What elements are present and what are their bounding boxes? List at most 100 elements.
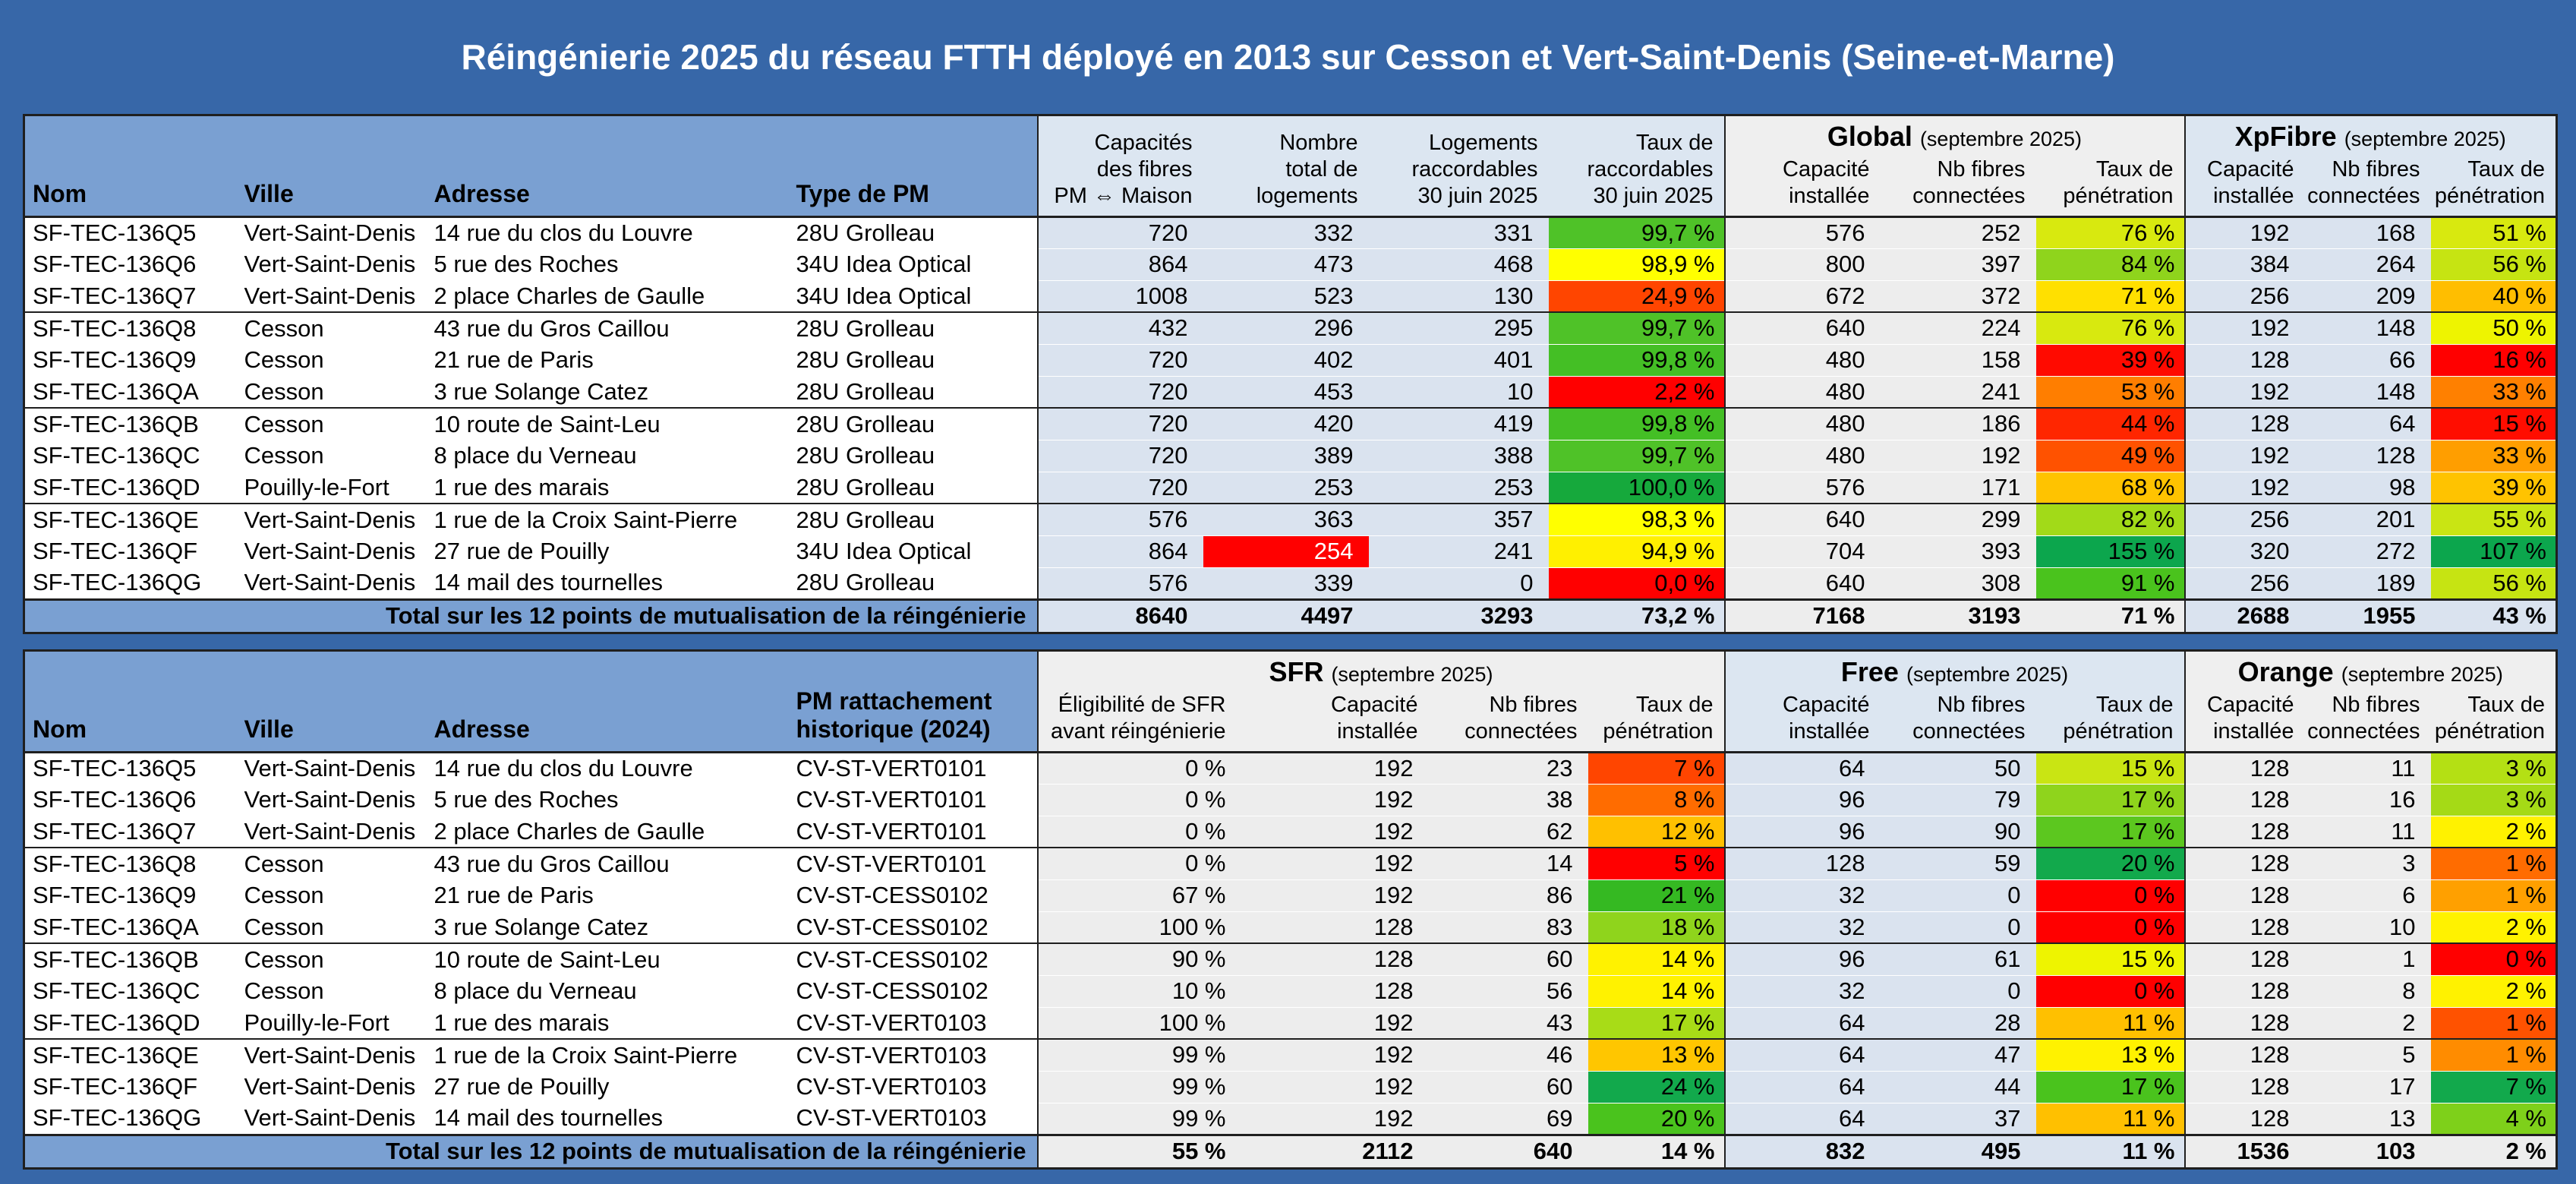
cell: 32 [1723, 974, 1881, 1008]
cell: 28U Grolleau [788, 472, 1038, 504]
cell: CV-ST-VERT0103 [788, 1038, 1038, 1072]
cell: Cesson [236, 311, 427, 345]
cell: 28U Grolleau [788, 567, 1038, 600]
cell: 1 % [2430, 879, 2557, 912]
cell: SF-TEC-136Q5 [24, 752, 237, 785]
column-header: Capacité installée [1723, 689, 1881, 753]
cell: 98,9 % [1548, 248, 1725, 281]
cell: Vert-Saint-Denis [236, 816, 427, 848]
cell: 47 [1880, 1038, 2036, 1072]
cell: SF-TEC-136QB [24, 407, 237, 440]
cell: CV-ST-CESS0102 [788, 975, 1038, 1008]
table-row: SF-TEC-136Q5 Vert-Saint-Denis 14 rue du cl… [24, 751, 2557, 785]
cell: 64 [1723, 1038, 1881, 1072]
column-header: Capacité installée [2183, 689, 2305, 753]
cell: 128 [2183, 911, 2305, 944]
total-cell: 7168 [1723, 598, 1881, 633]
cell: 24,9 % [1548, 279, 1725, 313]
cell: Cesson [236, 344, 427, 377]
cell: 1 rue des marais [426, 472, 789, 504]
cell: 39 % [2430, 471, 2557, 504]
cell: 171 [1880, 471, 2036, 504]
cell: 148 [2304, 311, 2431, 345]
cell: 10 [1368, 375, 1549, 409]
total-label: Total sur les 12 points de mutualisation… [24, 598, 1038, 633]
total-cell: 71 % [2035, 598, 2185, 633]
cell: 6 [2304, 879, 2431, 912]
cell: 34U Idea Optical [788, 280, 1038, 313]
cell: SF-TEC-136QF [24, 535, 237, 568]
cell: 33 % [2430, 439, 2557, 472]
cell: 402 [1203, 343, 1369, 377]
cell: 800 [1723, 248, 1881, 281]
cell: 8 place du Verneau [426, 975, 789, 1008]
cell: 720 [1036, 407, 1203, 440]
cell: 720 [1036, 216, 1203, 249]
cell: 720 [1036, 375, 1203, 409]
cell: 0 % [2035, 879, 2185, 912]
cell: SF-TEC-136QE [24, 503, 237, 536]
cell: 10 [2304, 911, 2431, 944]
cell: 576 [1036, 567, 1203, 600]
cell: SF-TEC-136Q8 [24, 847, 237, 880]
cell: SF-TEC-136Q7 [24, 280, 237, 313]
column-header: Taux de pénétration [1588, 689, 1725, 753]
table-row: SF-TEC-136Q8 Cesson 43 rue du Gros Caillou… [24, 847, 2557, 880]
cell: 76 % [2035, 216, 2185, 249]
cell: 253 [1368, 471, 1549, 504]
total-cell: 73,2 % [1548, 598, 1725, 633]
cell: 11 % [2035, 1006, 2185, 1040]
cell: 419 [1368, 407, 1549, 440]
cell: 50 [1880, 751, 2036, 785]
cell: 17 % [2035, 1070, 2185, 1103]
group-name: SFR [1269, 656, 1324, 687]
cell: 192 [1272, 879, 1429, 912]
cell: Vert-Saint-Denis [236, 1103, 427, 1135]
cell: 1 % [2430, 1038, 2557, 1072]
cell: 192 [2183, 439, 2305, 472]
cell: 0,0 % [1548, 567, 1725, 600]
column-header: Taux de pénétration [2035, 689, 2185, 753]
cell: 28U Grolleau [788, 344, 1038, 377]
cell: 55 % [2430, 503, 2557, 536]
cell: 523 [1203, 279, 1369, 313]
cell: 34U Idea Optical [788, 535, 1038, 568]
cell: 393 [1880, 535, 2036, 568]
cell: 389 [1203, 439, 1369, 472]
cell: SF-TEC-136QD [24, 472, 237, 504]
cell: 5 rue des Roches [426, 248, 789, 281]
cell: 5 % [1588, 847, 1725, 880]
group-name: Free [1840, 656, 1899, 687]
cell: 128 [1272, 942, 1429, 976]
cell: 128 [2183, 847, 2305, 880]
cell: 331 [1368, 216, 1549, 249]
cell: 272 [2304, 535, 2431, 568]
cell: 158 [1880, 343, 2036, 377]
cell: 0 [1880, 911, 2036, 944]
cell: 388 [1368, 439, 1549, 472]
cell: 8 % [1588, 783, 1725, 816]
table-row: SF-TEC-136Q7 Vert-Saint-Denis 2 place Char… [24, 815, 2557, 848]
cell: 3 [2304, 847, 2431, 880]
cell: 99,7 % [1548, 216, 1725, 249]
cell: 34U Idea Optical [788, 248, 1038, 281]
table-row: SF-TEC-136QB Cesson 10 route de Saint-Leu C… [24, 942, 2557, 976]
column-header: Adresse [426, 650, 789, 753]
total-cell: 2112 [1272, 1133, 1429, 1169]
cell: 253 [1203, 471, 1369, 504]
cell: 372 [1880, 279, 2036, 313]
cell: 62 [1428, 815, 1588, 848]
cell: 8 place du Verneau [426, 440, 789, 472]
cell: 264 [2304, 248, 2431, 281]
total-cell: 3193 [1880, 598, 2036, 633]
cell: 60 [1428, 942, 1588, 976]
column-header: Capacité installée [1723, 153, 1881, 218]
cell: SF-TEC-136QD [24, 1007, 237, 1040]
cell: 28U Grolleau [788, 440, 1038, 472]
cell: CV-ST-VERT0103 [788, 1103, 1038, 1135]
cell: 91 % [2035, 567, 2185, 600]
table-row: SF-TEC-136QA Cesson 3 rue Solange Catez CV-… [24, 911, 2557, 944]
cell: 64 [1723, 1070, 1881, 1103]
cell: 192 [2183, 216, 2305, 249]
cell: 11 % [2035, 1102, 2185, 1135]
